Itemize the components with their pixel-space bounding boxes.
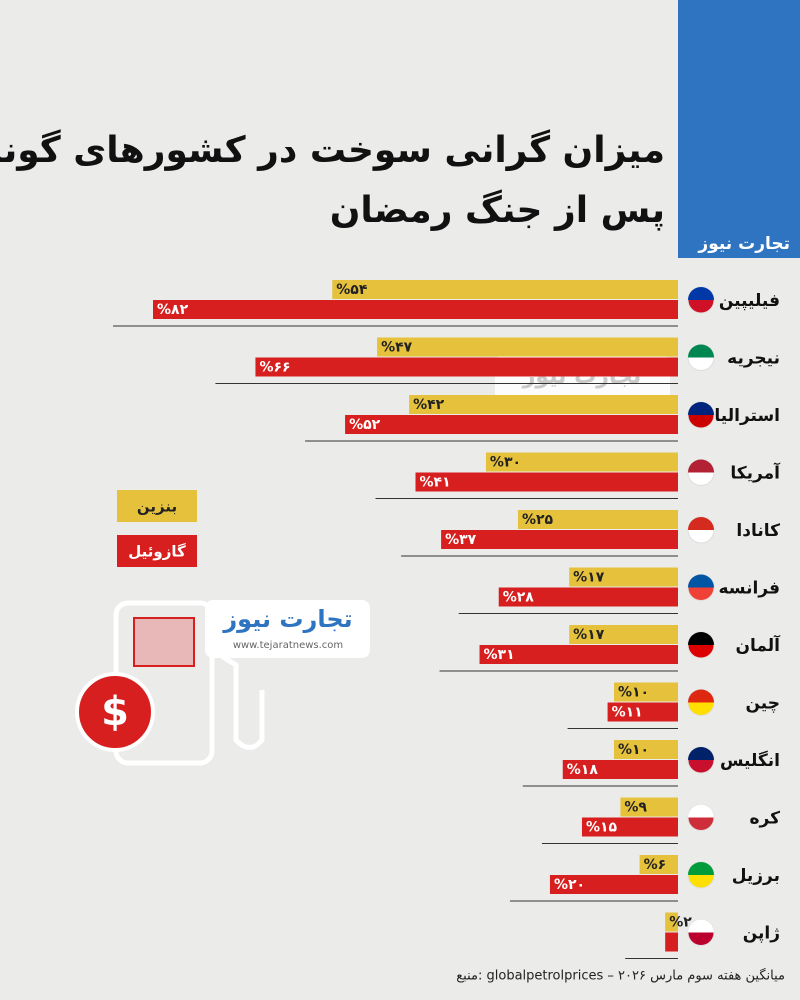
category-label: کره xyxy=(750,809,781,829)
value-label: %۳۷ xyxy=(445,532,477,548)
value-label: %۱۰ xyxy=(618,685,649,701)
bar xyxy=(665,932,678,952)
flag xyxy=(688,862,714,875)
bar xyxy=(153,300,678,319)
bar xyxy=(498,587,678,607)
bar xyxy=(517,510,678,529)
bar xyxy=(409,395,678,414)
bar xyxy=(485,452,678,472)
value-label: %۵۲ xyxy=(349,417,381,433)
legend-label: بنزین xyxy=(137,498,177,516)
source: منبع: globalpetrolprices – میانگین هفته … xyxy=(456,968,785,984)
value-label: %۸۲ xyxy=(157,302,189,318)
bar xyxy=(569,567,678,587)
bar xyxy=(639,855,678,874)
bar xyxy=(479,645,678,664)
flag xyxy=(688,919,714,933)
flag xyxy=(688,689,714,703)
svg-text:$: $ xyxy=(101,689,129,735)
value-label: %۴۲ xyxy=(413,397,445,413)
value-label: %۱۸ xyxy=(567,762,599,778)
bar xyxy=(441,530,678,549)
bar xyxy=(581,817,678,837)
bar xyxy=(345,415,678,434)
bar xyxy=(415,472,678,492)
flag xyxy=(688,344,714,358)
value-label: %۴۷ xyxy=(381,340,413,356)
flag xyxy=(688,402,714,415)
flag xyxy=(688,459,714,473)
pump-url: www.tejaratnews.com xyxy=(233,640,343,651)
value-label: %۶۶ xyxy=(259,360,290,376)
bar xyxy=(613,682,678,702)
pump-illustration: تجارت نیوز www.tejaratnews.com $ xyxy=(75,600,370,766)
value-label: %۱۷ xyxy=(573,627,605,643)
category-label: ژاپن xyxy=(743,924,780,944)
flag xyxy=(688,517,714,530)
category-label: آمریکا xyxy=(730,462,781,484)
bar xyxy=(332,280,678,299)
flag xyxy=(688,287,714,300)
value-label: %۴۱ xyxy=(420,475,451,491)
bar xyxy=(613,740,678,759)
value-label: %۶ xyxy=(644,857,667,873)
value-label: %۲ xyxy=(669,915,692,931)
flag xyxy=(688,747,714,760)
legend-label: گازوئیل xyxy=(128,543,186,561)
brand-band xyxy=(678,0,800,258)
category-label: انگلیس xyxy=(720,750,780,771)
value-label: %۲۵ xyxy=(522,512,554,528)
category-label: چین xyxy=(746,694,781,714)
value-label: %۱۷ xyxy=(573,570,605,586)
value-label: %۱۰ xyxy=(618,742,649,758)
bar xyxy=(377,337,678,357)
bar xyxy=(665,912,678,932)
bar xyxy=(607,702,678,722)
value-label: %۳۰ xyxy=(490,455,521,471)
brand: تجارت نیوز xyxy=(697,234,790,254)
value-label: %۲۰ xyxy=(554,877,585,893)
value-label: %۵۴ xyxy=(336,282,368,298)
bar xyxy=(620,797,678,817)
bar xyxy=(255,357,678,377)
category-label: برزیل xyxy=(732,866,780,886)
bar xyxy=(562,760,678,779)
pump-brand: تجارت نیوز xyxy=(222,605,352,633)
value-label: %۳۱ xyxy=(484,647,515,663)
flag xyxy=(688,804,714,818)
value-label: %۱۵ xyxy=(586,820,618,836)
value-label: %۱۱ xyxy=(612,705,643,721)
category-label: فیلیپین xyxy=(719,291,780,311)
category-label: آلمان xyxy=(735,634,781,656)
value-label: %۲۸ xyxy=(503,590,535,606)
chart-subtitle: پس از جنگ رمضان xyxy=(330,189,665,231)
value-label: %۹ xyxy=(624,800,647,816)
category-label: استرالیا xyxy=(714,406,780,426)
category-label: فرانسه xyxy=(718,579,780,599)
category-label: نیجریه xyxy=(727,349,780,369)
legend-swatch xyxy=(117,535,197,567)
flag xyxy=(688,574,714,588)
category-label: کانادا xyxy=(736,521,780,541)
legend-swatch xyxy=(117,490,197,522)
bar xyxy=(549,875,678,894)
bar xyxy=(569,625,678,644)
chart-title: میزان گرانی سوخت در کشورهای گوناگون xyxy=(0,129,665,171)
flag xyxy=(688,632,714,645)
